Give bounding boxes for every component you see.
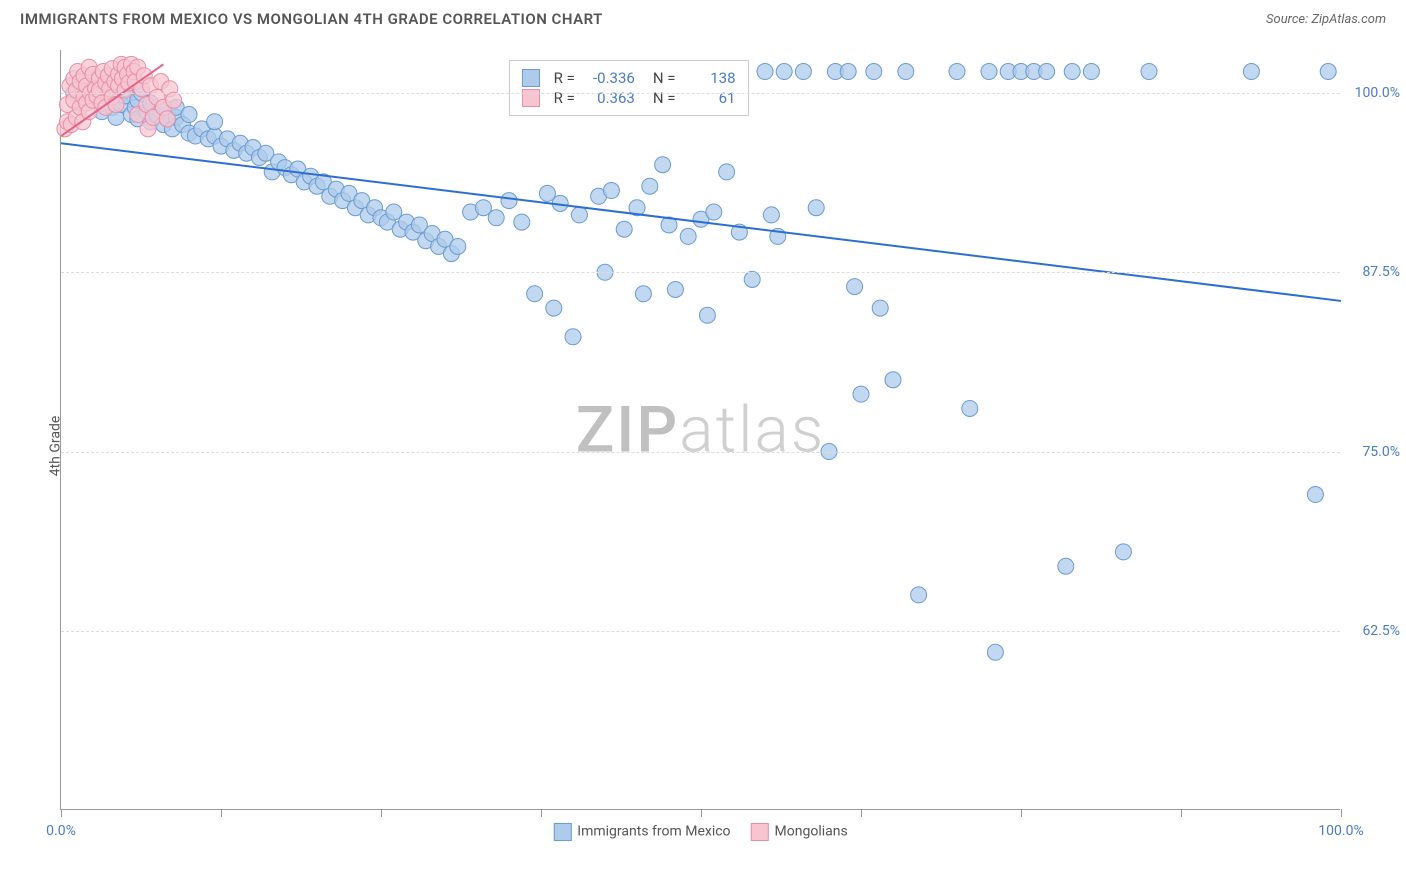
gridline: [61, 93, 1340, 94]
gridline: [61, 272, 1340, 273]
gridline: [61, 452, 1340, 453]
data-point: [795, 64, 811, 80]
data-point: [527, 286, 543, 302]
data-point: [108, 96, 124, 112]
x-tick-label: 0.0%: [46, 823, 76, 839]
x-tick-label: 100.0%: [1318, 823, 1363, 839]
y-tick-label: 100.0%: [1355, 85, 1400, 101]
y-tick-label: 75.0%: [1362, 444, 1400, 460]
chart-header: IMMIGRANTS FROM MEXICO VS MONGOLIAN 4TH …: [0, 0, 1406, 33]
x-tick: [221, 809, 222, 817]
x-tick: [861, 809, 862, 817]
data-point: [450, 238, 466, 254]
data-point: [1064, 64, 1080, 80]
data-point: [840, 64, 856, 80]
data-point: [635, 286, 651, 302]
y-tick-label: 87.5%: [1362, 264, 1400, 280]
data-point: [911, 587, 927, 603]
x-tick: [61, 809, 62, 817]
data-point: [776, 64, 792, 80]
x-tick: [701, 809, 702, 817]
data-point: [885, 372, 901, 388]
stats-row: R =0.363 N =61: [522, 89, 736, 107]
data-point: [207, 114, 223, 130]
data-point: [181, 107, 197, 123]
chart-title: IMMIGRANTS FROM MEXICO VS MONGOLIAN 4TH …: [20, 10, 603, 28]
stats-swatch: [522, 89, 540, 107]
data-point: [1243, 64, 1259, 80]
data-point: [706, 204, 722, 220]
data-point: [501, 193, 517, 209]
legend-item-pink: Mongolians: [751, 823, 848, 841]
x-axis-legend: Immigrants from Mexico Mongolians: [553, 823, 847, 841]
data-point: [1320, 64, 1336, 80]
data-point: [1141, 64, 1157, 80]
data-point: [1115, 544, 1131, 560]
data-point: [642, 178, 658, 194]
source-attribution: Source: ZipAtlas.com: [1266, 12, 1386, 27]
data-point: [655, 157, 671, 173]
x-tick: [1021, 809, 1022, 817]
gridline: [61, 631, 1340, 632]
data-point: [571, 207, 587, 223]
data-point: [744, 271, 760, 287]
x-tick: [1341, 809, 1342, 817]
correlation-stats-box: R =-0.336 N =138 R =0.363 N =61: [509, 60, 749, 116]
x-tick: [541, 809, 542, 817]
data-point: [962, 400, 978, 416]
data-point: [680, 228, 696, 244]
data-point: [488, 210, 504, 226]
data-point: [603, 183, 619, 199]
trend-line: [61, 143, 1341, 301]
stats-row: R =-0.336 N =138: [522, 69, 736, 87]
x-tick: [381, 809, 382, 817]
data-point: [763, 207, 779, 223]
data-point: [514, 214, 530, 230]
data-point: [872, 300, 888, 316]
data-point: [1039, 64, 1055, 80]
data-point: [898, 64, 914, 80]
data-point: [847, 279, 863, 295]
legend-item-blue: Immigrants from Mexico: [553, 823, 730, 841]
data-point: [949, 64, 965, 80]
data-point: [987, 644, 1003, 660]
data-point: [757, 64, 773, 80]
x-tick: [1181, 809, 1182, 817]
data-point: [159, 111, 175, 127]
data-point: [616, 221, 632, 237]
scatter-svg: [61, 50, 1340, 809]
data-point: [853, 386, 869, 402]
legend-swatch-pink: [751, 823, 769, 841]
data-point: [166, 92, 182, 108]
plot-area: ZIPatlas R =-0.336 N =138 R =0.363 N =61…: [60, 50, 1340, 810]
data-point: [719, 164, 735, 180]
data-point: [546, 300, 562, 316]
data-point: [667, 281, 683, 297]
data-point: [866, 64, 882, 80]
data-point: [1058, 558, 1074, 574]
data-point: [565, 329, 581, 345]
data-point: [699, 307, 715, 323]
data-point: [1083, 64, 1099, 80]
y-tick-label: 62.5%: [1362, 623, 1400, 639]
data-point: [1307, 487, 1323, 503]
data-point: [808, 200, 824, 216]
legend-swatch-blue: [553, 823, 571, 841]
data-point: [981, 64, 997, 80]
stats-swatch: [522, 69, 540, 87]
